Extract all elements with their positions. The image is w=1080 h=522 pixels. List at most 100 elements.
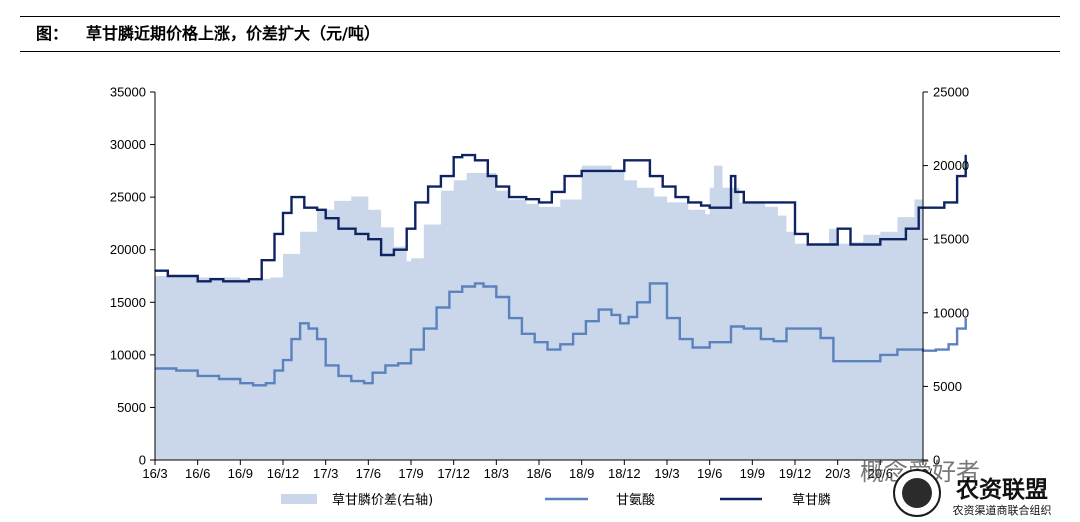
glycine-point <box>845 360 847 362</box>
glycine-point <box>175 370 177 372</box>
glyphosate-point <box>461 154 463 156</box>
glycine-point <box>913 349 916 351</box>
legend: 草甘膦价差(右轴) 甘氨酸 草甘膦 <box>281 493 831 508</box>
glyphosate-point <box>760 201 762 203</box>
glycine-point <box>546 349 549 351</box>
glycine-point <box>585 320 587 322</box>
glycine-point <box>666 317 668 319</box>
glyphosate-point <box>167 275 169 277</box>
glycine-point <box>709 341 711 343</box>
watermark-brand: 农资联盟 <box>955 476 1048 503</box>
glyphosate-point <box>743 201 745 203</box>
glyphosate-point <box>406 228 408 230</box>
x-tick-label: 17/3 <box>313 466 338 481</box>
glycine-point <box>316 338 318 340</box>
glycine-point <box>218 378 220 380</box>
glyphosate-point <box>892 238 894 240</box>
glycine-point <box>448 291 450 293</box>
glyphosate-point <box>414 201 416 203</box>
glycine-point <box>436 306 438 309</box>
glycine-point <box>521 333 523 335</box>
header-bottom-rule <box>20 51 1060 52</box>
glycine-point <box>239 382 241 384</box>
glyphosate-point <box>487 175 489 177</box>
glyphosate-point <box>649 175 651 177</box>
glycine-point <box>397 362 399 364</box>
left-tick-label: 20000 <box>110 242 146 257</box>
left-tick-label: 35000 <box>110 85 146 100</box>
glycine-point <box>773 340 775 342</box>
left-tick-label: 10000 <box>110 347 146 362</box>
glyphosate-point <box>581 170 583 172</box>
legend-swatch-spread <box>281 494 317 504</box>
glycine-point <box>760 338 762 340</box>
glyphosate-point <box>700 205 702 207</box>
glyphosate-point <box>905 228 907 230</box>
glycine-point <box>743 328 745 330</box>
glycine-point <box>730 325 732 328</box>
x-tick-label: 18/12 <box>608 466 641 481</box>
glycine-point <box>197 375 199 377</box>
figure-label: 图： <box>36 24 69 43</box>
x-tick-label: 17/9 <box>398 466 423 481</box>
glyphosate-point <box>837 228 839 230</box>
x-tick-label: 16/9 <box>228 466 253 481</box>
glycine-point <box>619 322 621 324</box>
glyphosate-point <box>495 186 497 188</box>
glycine-point <box>384 364 386 366</box>
glyphosate-point <box>453 156 455 158</box>
glyphosate-point <box>282 212 284 214</box>
glyphosate-point <box>337 228 340 230</box>
x-tick-label: 17/12 <box>437 466 470 481</box>
x-tick-label: 18/6 <box>526 466 551 481</box>
glycine-point <box>482 285 485 288</box>
glyphosate-point <box>525 198 527 200</box>
glyphosate-point <box>209 278 212 280</box>
glycine-point <box>308 328 310 330</box>
glycine-point <box>679 338 681 340</box>
glyphosate-point <box>662 186 664 188</box>
glycine-point <box>896 349 899 351</box>
legend-label-spread: 草甘膦价差(右轴) <box>332 493 433 508</box>
glycine-point <box>350 380 352 382</box>
x-tick-label: 20/6 <box>868 466 893 481</box>
glycine-point <box>410 349 412 351</box>
glycine-point <box>290 338 293 340</box>
glycine-point <box>610 314 613 316</box>
glycine-point <box>965 317 967 319</box>
watermark: 概念爱好者 农资联盟 农资渠道商联合组织 <box>860 458 1052 517</box>
glyphosate-point <box>879 238 881 240</box>
glycine-point <box>534 341 536 343</box>
series-spread-area <box>155 165 923 460</box>
glycine-point <box>948 343 950 345</box>
glycine-point <box>649 282 651 284</box>
legend-label-glycine: 甘氨酸 <box>616 493 655 508</box>
glyphosate-point <box>316 209 318 211</box>
glyphosate-point <box>930 207 933 209</box>
glycine-point <box>935 349 937 351</box>
glyphosate-point <box>918 207 920 209</box>
glyphosate-point <box>551 191 553 193</box>
glyphosate-point <box>820 243 822 246</box>
glycine-point <box>461 285 463 288</box>
glycine-point <box>337 375 340 377</box>
axes: 0 5000 10000 15000 20000 25000 30000 35000 0 5000… <box>110 85 969 482</box>
x-tick-label: 18/9 <box>569 466 594 481</box>
glycine-point <box>363 382 365 384</box>
glycine-point <box>862 360 864 362</box>
glyphosate-point <box>222 280 224 282</box>
header-top-rule <box>20 16 1060 17</box>
glyphosate-point <box>965 154 967 156</box>
glyphosate-point <box>440 175 442 177</box>
glyphosate-point <box>354 233 357 235</box>
right-tick-label: 5000 <box>933 379 962 394</box>
x-tick-label: 16/3 <box>142 466 167 481</box>
left-tick-label: 5000 <box>117 400 146 415</box>
glyphosate-point <box>849 243 852 246</box>
glycine-point <box>265 382 267 384</box>
glyphosate-point <box>538 201 540 203</box>
glycine-point <box>598 309 600 311</box>
glyphosate-point <box>261 259 263 261</box>
x-tick-label: 19/6 <box>697 466 722 481</box>
